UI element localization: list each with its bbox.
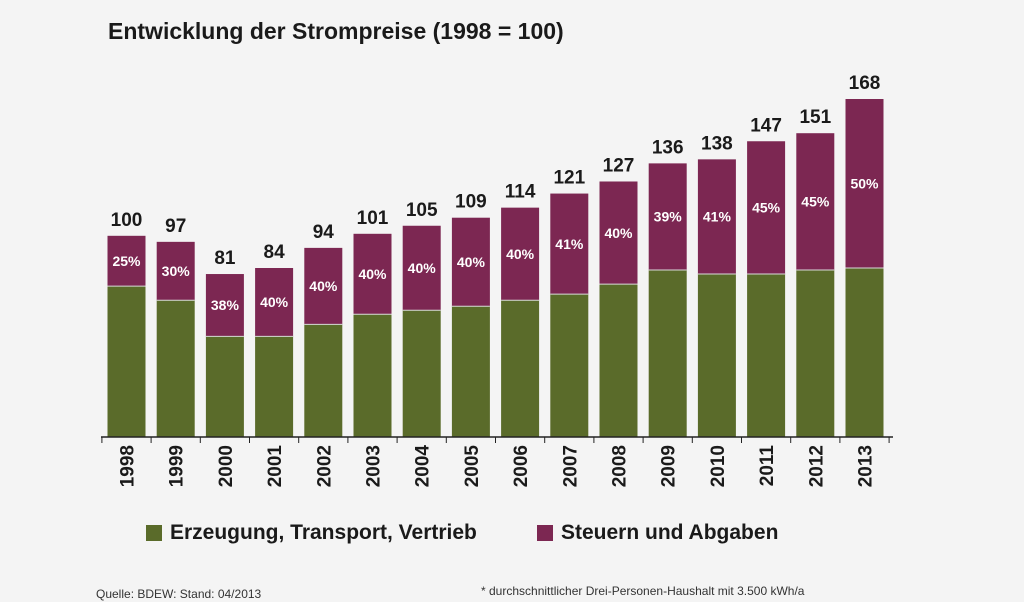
bar-steuern-2003 xyxy=(353,233,392,315)
legend-label-erzeugung: Erzeugung, Transport, Vertrieb xyxy=(170,521,477,544)
legend-item-erzeugung: Erzeugung, Transport, Vertrieb xyxy=(146,518,477,548)
bar-steuern-2005 xyxy=(451,217,490,307)
bar-erzeugung-1999 xyxy=(156,300,195,437)
bar-steuern-2009 xyxy=(648,163,687,271)
legend-swatch-steuern xyxy=(537,525,553,541)
bar-erzeugung-2007 xyxy=(550,294,589,437)
tax-share-label-1999: 30% xyxy=(162,263,191,279)
bar-erzeugung-2004 xyxy=(402,310,441,437)
tax-share-label-2001: 40% xyxy=(260,294,289,310)
total-label-2000: 81 xyxy=(214,248,236,269)
bar-steuern-2004 xyxy=(402,225,441,311)
total-label-2001: 84 xyxy=(264,242,286,263)
bar-erzeugung-2010 xyxy=(697,274,736,437)
total-label-2006: 114 xyxy=(505,182,536,203)
tax-share-label-2012: 45% xyxy=(801,194,830,210)
bar-steuern-2013 xyxy=(845,99,884,268)
bar-erzeugung-2000 xyxy=(205,336,244,437)
bar-steuern-2008 xyxy=(599,181,638,285)
bar-steuern-2006 xyxy=(501,207,540,301)
x-tick-label-1998: 1998 xyxy=(118,445,139,487)
total-label-2011: 147 xyxy=(750,115,782,136)
total-label-2002: 94 xyxy=(313,222,335,243)
x-tick-label-2006: 2006 xyxy=(511,445,532,487)
total-label-2010: 138 xyxy=(701,133,733,154)
bar-erzeugung-2006 xyxy=(501,300,540,437)
bar-erzeugung-2002 xyxy=(304,324,343,437)
bar-steuern-2000 xyxy=(205,274,244,337)
bar-steuern-2001 xyxy=(255,268,294,337)
bar-erzeugung-2001 xyxy=(255,336,294,437)
total-label-2013: 168 xyxy=(849,73,881,94)
x-tick-label-2010: 2010 xyxy=(708,445,729,487)
total-label-2005: 109 xyxy=(455,192,487,213)
tax-share-label-2007: 41% xyxy=(555,236,584,252)
total-label-2003: 101 xyxy=(357,208,389,229)
bar-erzeugung-2009 xyxy=(648,270,687,437)
tax-share-label-2010: 41% xyxy=(703,209,732,225)
tax-share-label-2005: 40% xyxy=(457,254,486,270)
legend-label-steuern: Steuern und Abgaben xyxy=(561,521,779,544)
x-tick-label-2013: 2013 xyxy=(856,445,877,487)
total-label-2007: 121 xyxy=(553,168,585,189)
x-tick-label-2004: 2004 xyxy=(413,445,434,488)
bar-erzeugung-2012 xyxy=(796,270,835,437)
total-label-1999: 97 xyxy=(165,216,186,237)
x-tick-label-2001: 2001 xyxy=(265,445,286,488)
tax-share-label-1998: 25% xyxy=(112,253,141,269)
x-tick-label-2007: 2007 xyxy=(560,445,581,487)
bar-erzeugung-2011 xyxy=(747,274,786,437)
footnote: * durchschnittlicher Drei-Personen-Haush… xyxy=(481,584,805,598)
x-tick-label-2012: 2012 xyxy=(806,445,827,487)
bar-steuern-2002 xyxy=(304,247,343,325)
bar-erzeugung-2008 xyxy=(599,284,638,437)
x-tick-label-2008: 2008 xyxy=(610,445,631,487)
total-label-1998: 100 xyxy=(111,210,143,231)
tax-share-label-2009: 39% xyxy=(654,209,683,225)
bar-erzeugung-1998 xyxy=(107,286,146,437)
bar-steuern-2012 xyxy=(796,133,835,271)
bar-erzeugung-2005 xyxy=(451,306,490,437)
tax-share-label-2002: 40% xyxy=(309,278,338,294)
bar-steuern-1999 xyxy=(156,241,195,301)
chart-title: Entwicklung der Strompreise (1998 = 100) xyxy=(108,18,564,44)
tax-share-label-2004: 40% xyxy=(408,260,437,276)
source-note: Quelle: BDEW: Stand: 04/2013 xyxy=(96,587,262,601)
x-tick-label-2009: 2009 xyxy=(659,445,680,487)
x-tick-label-1999: 1999 xyxy=(167,445,188,487)
tax-share-label-2013: 50% xyxy=(850,176,879,192)
tax-share-label-2003: 40% xyxy=(358,266,387,282)
tax-share-label-2006: 40% xyxy=(506,246,535,262)
x-tick-label-2005: 2005 xyxy=(462,445,483,488)
bar-erzeugung-2013 xyxy=(845,268,884,437)
bar-steuern-2010 xyxy=(697,159,736,275)
total-label-2008: 127 xyxy=(603,155,635,176)
x-tick-label-2000: 2000 xyxy=(216,445,237,487)
x-tick-label-2002: 2002 xyxy=(314,445,335,487)
total-label-2012: 151 xyxy=(799,107,831,128)
tax-share-label-2000: 38% xyxy=(211,297,240,313)
tax-share-label-2011: 45% xyxy=(752,200,781,216)
bar-steuern-1998 xyxy=(107,235,146,287)
total-label-2009: 136 xyxy=(652,137,684,158)
x-tick-label-2011: 2011 xyxy=(757,445,778,487)
total-label-2004: 105 xyxy=(406,200,438,221)
tax-share-label-2008: 40% xyxy=(604,225,633,241)
legend-item-steuern: Steuern und Abgaben xyxy=(537,518,778,548)
bar-steuern-2007 xyxy=(550,193,589,295)
bar-steuern-2011 xyxy=(747,141,786,275)
bar-erzeugung-2003 xyxy=(353,314,392,437)
x-tick-label-2003: 2003 xyxy=(364,445,385,487)
legend-swatch-erzeugung xyxy=(146,525,162,541)
